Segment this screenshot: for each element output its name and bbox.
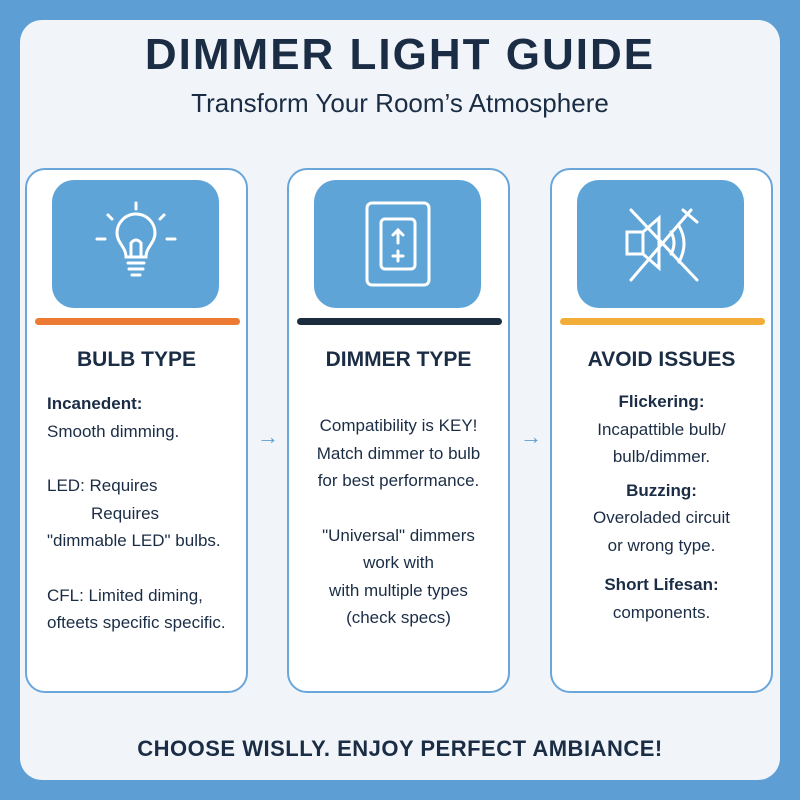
text-line: with multiple types — [329, 580, 468, 600]
card-body: Incanedent: Smooth dimming. LED: Require… — [27, 390, 246, 637]
text-line: Buzzing: — [626, 480, 697, 500]
text-line: LED: Requires — [47, 476, 158, 495]
card-body: Flickering: Incapattible bulb/ bulb/dimm… — [552, 388, 771, 626]
footer-tagline: CHOOSE WISLLY. ENJOY PERFECT AMBIANCE! — [137, 736, 663, 761]
text-line: work with — [363, 553, 434, 572]
text-line: ofteets specific specific. — [47, 613, 226, 632]
text-line: Overoladed circuit — [592, 508, 730, 527]
card-heading: AVOID ISSUES — [587, 348, 736, 371]
text-line: or wrong type. — [607, 535, 716, 555]
arrow-right-icon: → — [520, 424, 542, 449]
text-line: for best performance. — [317, 471, 480, 490]
text-line: bulb/dimmer. — [612, 447, 711, 466]
card-body: Compatibility is KEY! Match dimmer to bu… — [289, 412, 508, 632]
text-line: Compatibility is KEY! — [319, 416, 478, 435]
text-line: (check specs) — [346, 608, 451, 627]
card-bulb-type: BULB TYPE Incanedent: Smooth dimming. LE… — [25, 168, 248, 693]
accent-bar-navy — [297, 318, 502, 325]
text-line: Requires — [91, 503, 160, 523]
muted-speaker-icon — [577, 180, 744, 308]
text-line: Incanedent: — [47, 394, 143, 413]
card-heading: BULB TYPE — [76, 348, 196, 371]
card-dimmer-type: DIMMER TYPE Compatibility is KEY! Match … — [287, 168, 510, 693]
card-avoid-issues: AVOID ISSUES Flickering: Incapattible bu… — [550, 168, 773, 693]
text-line: Incapattible bulb/ — [597, 419, 726, 439]
card-heading: DIMMER TYPE — [325, 348, 472, 371]
dimmer-switch-icon — [314, 180, 481, 308]
text-line: Flickering: — [618, 392, 705, 411]
text-line: "Universal" dimmers — [322, 525, 475, 545]
page-title: DIMMER LIGHT GUIDE — [144, 30, 656, 79]
text-line: Short Lifesan: — [604, 575, 719, 594]
text-line: components. — [612, 602, 711, 622]
lightbulb-icon — [52, 180, 219, 308]
text-line: Match dimmer to bulb — [316, 443, 481, 463]
accent-bar-orange — [35, 318, 240, 325]
text-line: Smooth dimming. — [47, 421, 180, 441]
accent-bar-yellow — [560, 318, 765, 325]
text-line: "dimmable LED" bulbs. — [47, 531, 221, 550]
page-subtitle: Transform Your Room’s Atmosphere — [191, 88, 609, 118]
arrow-right-icon: → — [257, 424, 279, 449]
text-line: CFL: Limited diming, — [47, 585, 203, 605]
